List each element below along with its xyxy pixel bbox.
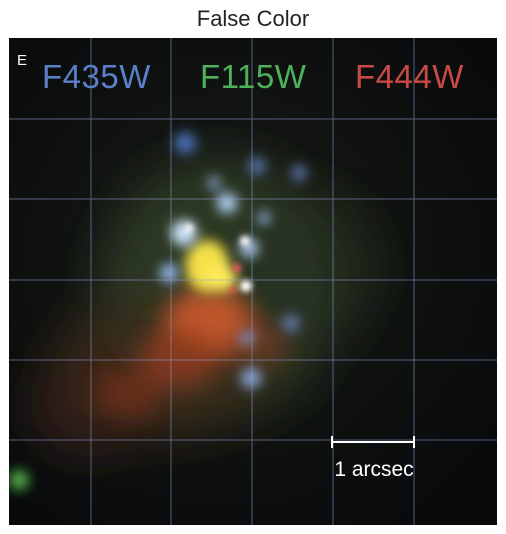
galaxy-red-core	[94, 288, 289, 418]
coordinate-grid	[9, 38, 497, 525]
bright-point-sources	[185, 224, 252, 293]
scale-bar-line	[331, 441, 415, 443]
galaxy-blue-knots	[160, 132, 306, 388]
filter-label-blue: F435W	[42, 58, 151, 95]
orientation-label: E	[17, 52, 28, 69]
scale-bar-right-tick	[413, 436, 415, 448]
scale-bar	[331, 436, 415, 448]
galaxy-image	[9, 38, 497, 525]
scale-bar-left-tick	[331, 436, 333, 448]
galaxy-yellow-nucleus	[185, 240, 237, 292]
false-color-image-panel: E F435W F115W F444W 1 arcsec	[9, 38, 497, 525]
filter-label-green: F115W	[200, 58, 307, 95]
filter-label-red: F444W	[355, 58, 464, 95]
scale-bar-label: 1 arcsec	[334, 458, 414, 481]
figure-title: False Color	[196, 6, 310, 31]
green-point-source	[9, 470, 29, 490]
